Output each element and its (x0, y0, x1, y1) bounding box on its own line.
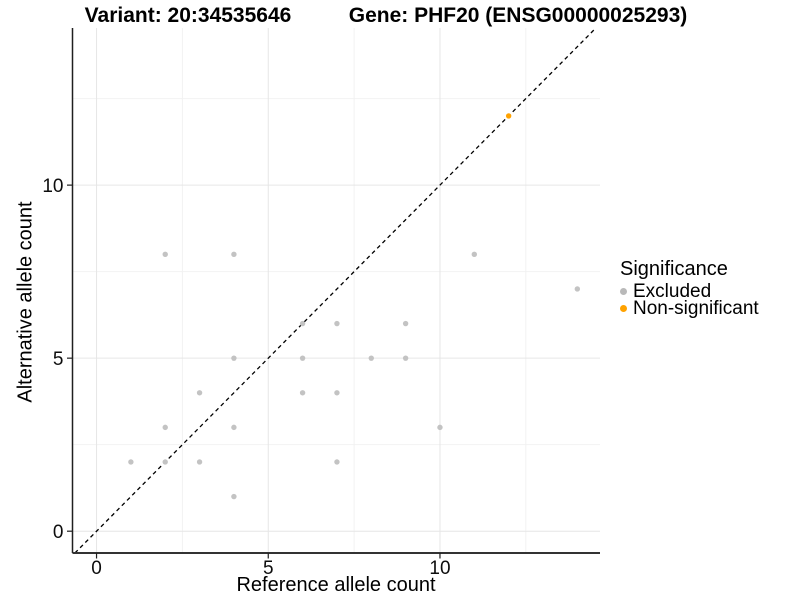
y-axis-label: Alternative allele count (14, 201, 37, 403)
legend-item: Non-significant (620, 298, 759, 319)
data-point-non-significant (505, 113, 512, 119)
x-tick-label: 10 (429, 558, 450, 579)
y-tick-label: 0 (53, 522, 64, 543)
legend-item-label: Non-significant (633, 298, 759, 319)
data-point-excluded (574, 286, 581, 292)
data-point-excluded (402, 355, 409, 361)
legend-title: Significance (620, 258, 728, 280)
plot-title-gene: Gene: PHF20 (ENSG00000025293) (348, 4, 688, 27)
data-point-excluded (231, 251, 237, 258)
identity-line (74, 27, 597, 554)
legend-items: Excluded Non-significant (620, 281, 759, 319)
data-point-excluded (231, 493, 237, 500)
y-tick-label: 5 (53, 349, 64, 370)
data-point-excluded (437, 424, 443, 431)
data-point-excluded (128, 459, 134, 465)
data-point-excluded (334, 390, 340, 396)
data-point-excluded (299, 355, 306, 361)
data-point-excluded (334, 320, 340, 327)
data-point-excluded (299, 320, 306, 327)
data-point-excluded (231, 355, 237, 361)
x-tick-label: 5 (263, 558, 274, 579)
legend-key-dot-icon (620, 288, 627, 295)
data-point-excluded (196, 459, 203, 465)
x-tick-label: 0 (91, 558, 102, 579)
data-point-excluded (231, 424, 237, 431)
x-axis-label: Reference allele count (236, 574, 436, 596)
legend-item: Excluded (620, 281, 759, 302)
data-point-excluded (162, 459, 168, 465)
legend-key-dot-icon (620, 305, 627, 312)
data-point-excluded (368, 355, 374, 361)
plot-title-variant: Variant: 20:34535646 (84, 4, 292, 27)
y-tick-label: 10 (42, 176, 63, 197)
data-point-excluded (402, 320, 409, 327)
data-point-excluded (471, 251, 478, 258)
data-point-excluded (299, 390, 306, 396)
data-point-excluded (162, 251, 168, 258)
data-point-excluded (334, 459, 340, 465)
legend-item-label: Excluded (633, 281, 712, 302)
data-point-excluded (196, 390, 203, 396)
data-point-excluded (162, 424, 168, 431)
legend: Significance Excluded Non-significant (620, 257, 759, 319)
